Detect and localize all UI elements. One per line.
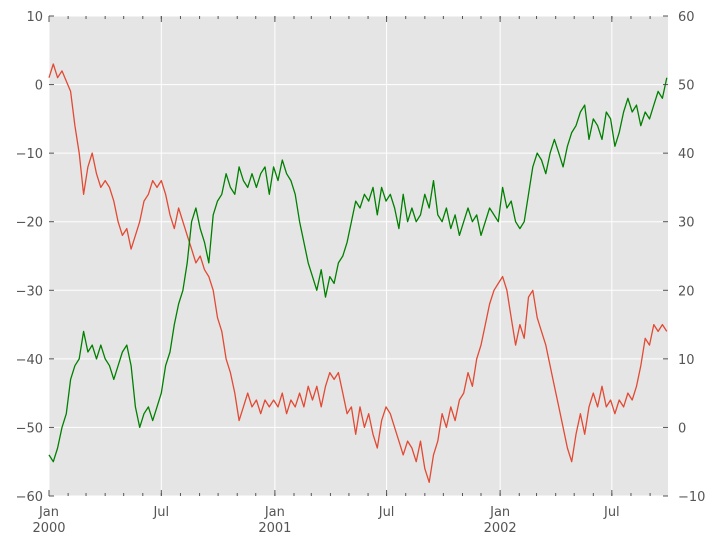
y-right-tick-label: −10 — [678, 490, 705, 505]
green-series-line — [48, 77, 668, 463]
x-tick-year-label: 2000 — [32, 521, 65, 536]
ticks-layer — [48, 15, 668, 497]
x-tick-label: Jul — [152, 505, 169, 520]
y-right-tick-label: 20 — [678, 284, 695, 299]
series-layer — [48, 63, 668, 483]
y-left-tick-label: −10 — [16, 147, 43, 162]
y-right-tick-label: 10 — [678, 353, 695, 368]
y-left-tick-label: 0 — [35, 79, 43, 94]
x-tick-label: Jan — [38, 505, 59, 520]
y-right-tick-label: 30 — [678, 216, 695, 231]
y-left-tick-label: −30 — [16, 284, 43, 299]
red-series-line — [48, 63, 668, 483]
y-right-tick-label: 60 — [678, 10, 695, 25]
tick-labels: 10 0 −10 −20 −30 −40 −50 −60 60 50 40 30 20 10 0 −10 Jan… — [16, 10, 706, 536]
y-left-tick-label: −60 — [16, 490, 43, 505]
y-left-tick-label: −50 — [16, 421, 43, 436]
x-tick-label: Jul — [603, 505, 620, 520]
grid-lines — [48, 15, 668, 497]
x-tick-year-label: 2001 — [258, 521, 291, 536]
x-tick-label: Jan — [264, 505, 285, 520]
y-left-tick-label: −20 — [16, 216, 43, 231]
y-right-tick-label: 0 — [678, 421, 686, 436]
x-tick-year-label: 2002 — [484, 521, 517, 536]
y-right-tick-label: 50 — [678, 79, 695, 94]
plot-background — [49, 16, 668, 496]
x-tick-label: Jul — [378, 505, 395, 520]
y-right-tick-label: 40 — [678, 147, 695, 162]
y-left-tick-label: −40 — [16, 353, 43, 368]
y-left-tick-label: 10 — [26, 10, 43, 25]
x-tick-label: Jan — [489, 505, 510, 520]
